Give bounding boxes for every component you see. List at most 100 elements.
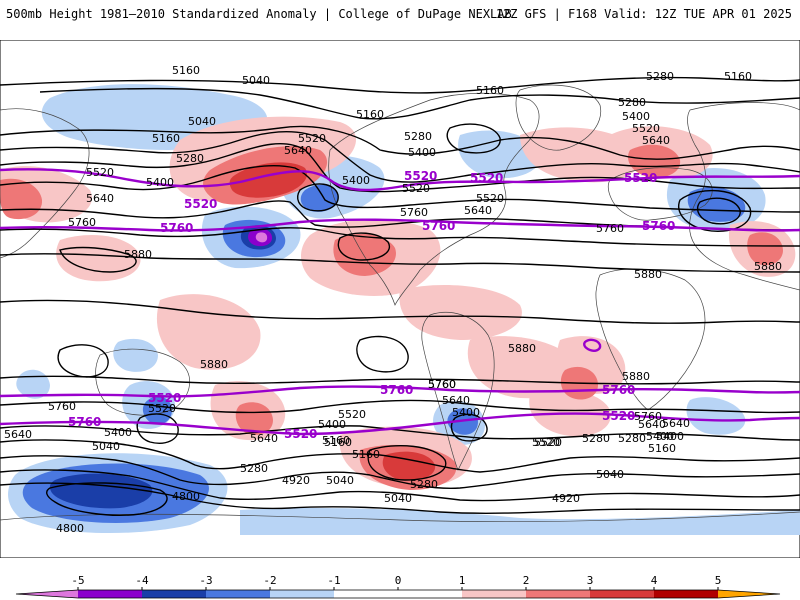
contour-label: 5760 bbox=[634, 410, 662, 423]
north-america-outline bbox=[328, 92, 540, 306]
contour-label: 5640 bbox=[284, 144, 312, 157]
contour-label: 5760 bbox=[400, 206, 428, 219]
purple-contour-label: 5760 bbox=[160, 221, 193, 235]
contour-5760-south bbox=[0, 385, 800, 398]
purple-contour-label: 5520 bbox=[470, 171, 503, 185]
contour-label: 5400 bbox=[342, 174, 370, 187]
contour-label: 5880 bbox=[622, 370, 650, 383]
colorbar-segment bbox=[718, 590, 780, 598]
east-asia-outline bbox=[0, 108, 90, 259]
purple-contour-label: 5760 bbox=[642, 219, 675, 233]
contour-label: 5280 bbox=[410, 478, 438, 491]
contour-label: 5760 bbox=[596, 222, 624, 235]
height-contour bbox=[0, 375, 800, 385]
contour-label: 5640 bbox=[642, 134, 670, 147]
colorbar-tick-label: -2 bbox=[263, 574, 276, 587]
contour-label: 5400 bbox=[408, 146, 436, 159]
contour-label: 5520 bbox=[534, 436, 562, 449]
map-title: 500mb Height 1981–2010 Standardized Anom… bbox=[6, 7, 512, 21]
contour-label: 5040 bbox=[384, 492, 412, 505]
contour-label: 5880 bbox=[508, 342, 536, 355]
contour-label: 5400 bbox=[452, 406, 480, 419]
contour-label: 5160 bbox=[476, 84, 504, 97]
contour-label: 5280 bbox=[646, 70, 674, 83]
contour-label: 5640 bbox=[86, 192, 114, 205]
contour-label: 5520 bbox=[298, 132, 326, 145]
height-contour bbox=[367, 445, 447, 481]
purple-contour-label: 5760 bbox=[602, 383, 635, 397]
height-contour bbox=[46, 482, 168, 516]
height-contour bbox=[297, 183, 339, 212]
contour-label: 5640 bbox=[442, 394, 470, 407]
contour-5520-north bbox=[0, 168, 800, 192]
height-contour bbox=[57, 344, 109, 378]
pos-anomaly-region bbox=[56, 235, 141, 282]
height-contour bbox=[59, 246, 137, 273]
contour-label: 5400 bbox=[646, 430, 674, 443]
height-contour bbox=[0, 482, 800, 514]
height-contour bbox=[0, 76, 800, 94]
contour-label: 5280 bbox=[240, 462, 268, 475]
contour-label-group: 5160 5040 5040 5160 5280 5400 5520 5640 … bbox=[4, 64, 782, 535]
anomaly-map: 5160 5040 5040 5160 5280 5400 5520 5640 … bbox=[0, 40, 800, 558]
contour-5760-north bbox=[0, 218, 800, 232]
height-contour bbox=[450, 413, 488, 442]
contour-label: 5040 bbox=[92, 440, 120, 453]
height-contour bbox=[0, 399, 800, 414]
pos-anomaly-region bbox=[382, 451, 436, 481]
pos-anomaly-region bbox=[156, 294, 261, 370]
contour-label: 5760 bbox=[428, 378, 456, 391]
contour-label: 5760 bbox=[68, 216, 96, 229]
model-valid-time: 12Z GFS | F168 Valid: 12Z TUE APR 01 202… bbox=[495, 7, 792, 21]
colorbar-tick-label: -4 bbox=[135, 574, 149, 587]
colorbar-segment bbox=[590, 590, 655, 598]
purple-contour-label: 5760 bbox=[422, 219, 455, 233]
anomaly-colorbar: -5 -4 -3 -2 -1 0 1 2 3 4 5 bbox=[15, 574, 781, 599]
europe-outline bbox=[607, 167, 713, 221]
contour-label: 5520 bbox=[532, 436, 560, 449]
contour-label: 5400 bbox=[318, 418, 346, 431]
colorbar-segment bbox=[654, 590, 719, 598]
contour-label: 5520 bbox=[86, 166, 114, 179]
purple-contour-label: 5760 bbox=[68, 415, 101, 429]
contour-label: 5520 bbox=[402, 182, 430, 195]
contour-label: 5640 bbox=[250, 432, 278, 445]
height-contour bbox=[678, 189, 752, 232]
africa-outline bbox=[595, 268, 706, 411]
colorbar-tick-label: 5 bbox=[715, 574, 722, 587]
contour-label: 5760 bbox=[428, 378, 456, 391]
colorbar-tick-label: -5 bbox=[71, 574, 84, 587]
colorbar-segment bbox=[398, 590, 463, 598]
contour-label: 5280 bbox=[404, 130, 432, 143]
purple-contour-label: 5520 bbox=[624, 171, 657, 185]
contour-label: 5280 bbox=[618, 96, 646, 109]
height-contour bbox=[696, 197, 741, 225]
height-contour bbox=[136, 413, 179, 444]
colorbar-tick-label: -1 bbox=[327, 574, 340, 587]
neg-anomaly-region bbox=[113, 338, 158, 372]
contour-label: 5520 bbox=[148, 402, 176, 415]
asia-outline bbox=[687, 102, 800, 291]
contour-label: 5280 bbox=[618, 432, 646, 445]
neg-anomaly-region bbox=[300, 184, 338, 212]
height-contour bbox=[337, 232, 391, 261]
height-contour bbox=[0, 253, 800, 273]
height-contour bbox=[0, 425, 800, 441]
neg-anomaly-region bbox=[687, 187, 746, 222]
purple-contour-label: 5760 bbox=[380, 383, 413, 397]
contour-label: 5160 bbox=[352, 448, 380, 461]
colorbar-tick-label: 2 bbox=[523, 574, 530, 587]
neg-anomaly-region bbox=[255, 232, 268, 243]
pos-anomaly-region bbox=[747, 232, 783, 266]
contour-label: 5880 bbox=[754, 260, 782, 273]
colorbar-tick-label: 0 bbox=[395, 574, 402, 587]
height-contour bbox=[0, 439, 800, 473]
contour-label: 5160 bbox=[724, 70, 752, 83]
colorbar-tick-label: 4 bbox=[651, 574, 658, 587]
colorbar-segment bbox=[206, 590, 271, 598]
contour-label: 5040 bbox=[326, 474, 354, 487]
colorbar-segment bbox=[462, 590, 527, 598]
contour-label: 5040 bbox=[242, 74, 270, 87]
colorbar-segment bbox=[16, 590, 78, 598]
coastlines bbox=[0, 84, 800, 523]
